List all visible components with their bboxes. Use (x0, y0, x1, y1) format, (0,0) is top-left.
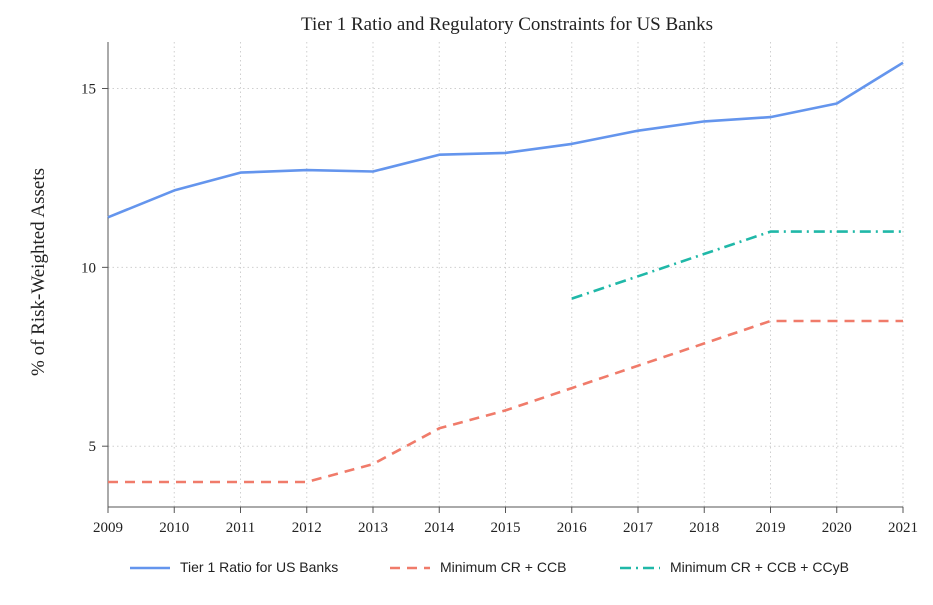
series-line-minimum-cr-ccb-ccyb (571, 230, 903, 300)
x-tick-label: 2019 (756, 520, 786, 536)
x-tick-label: 2009 (93, 520, 123, 536)
x-tick-label: 2014 (424, 520, 455, 536)
chart-title: Tier 1 Ratio and Regulatory Constraints … (301, 14, 713, 35)
x-tick-label: 2018 (689, 520, 719, 536)
x-tick-label: 2020 (822, 520, 852, 536)
legend: Tier 1 Ratio for US Banks Minimum CR + CC… (130, 559, 849, 575)
x-tick-label: 2013 (358, 520, 388, 536)
legend-label: Tier 1 Ratio for US Banks (180, 559, 338, 575)
series-lines (107, 61, 904, 484)
series-line-minimum-cr-ccb (108, 319, 903, 484)
series-line-tier-1-ratio-for-us-banks (107, 61, 904, 219)
x-tick-label: 2015 (491, 520, 521, 536)
y-tick-label: 5 (89, 439, 97, 455)
x-tick-label: 2017 (623, 520, 654, 536)
legend-label: Minimum CR + CCB + CCyB (670, 559, 849, 575)
y-tick-label: 10 (81, 260, 96, 276)
x-tick-label: 2021 (888, 520, 918, 536)
axes: 2009 2010 2011 2012 2013 2014 2015 2016 2017 2018… (81, 42, 918, 536)
y-tick-label: 15 (81, 82, 96, 98)
grid-lines (107, 42, 904, 507)
y-axis-label: % of Risk-Weighted Assets (28, 168, 49, 376)
x-tick-label: 2010 (159, 520, 189, 536)
x-tick-label: 2016 (557, 520, 588, 536)
x-tick-label: 2011 (226, 520, 255, 536)
x-tick-label: 2012 (292, 520, 322, 536)
legend-label: Minimum CR + CCB (440, 559, 566, 575)
